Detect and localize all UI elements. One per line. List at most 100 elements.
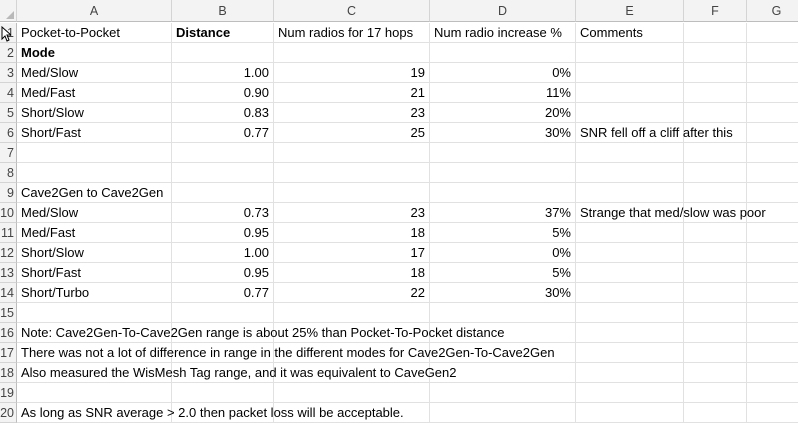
cell-f8[interactable] — [684, 163, 747, 183]
row-header-5[interactable]: 5 — [0, 103, 17, 123]
cell-a13[interactable]: Short/Fast — [17, 263, 172, 283]
cell-e19[interactable] — [576, 383, 684, 403]
cell-d10[interactable]: 37% — [430, 203, 576, 223]
cell-f9[interactable] — [684, 183, 747, 203]
cell-c8[interactable] — [274, 163, 430, 183]
cell-g12[interactable] — [747, 243, 798, 263]
cell-d18[interactable] — [430, 363, 576, 383]
cell-g15[interactable] — [747, 303, 798, 323]
cell-c15[interactable] — [274, 303, 430, 323]
cell-b12[interactable]: 1.00 — [172, 243, 274, 263]
cell-a10[interactable]: Med/Slow — [17, 203, 172, 223]
cell-e14[interactable] — [576, 283, 684, 303]
cell-g7[interactable] — [747, 143, 798, 163]
cell-e10[interactable]: Strange that med/slow was poor — [576, 203, 766, 223]
cell-f17[interactable] — [684, 343, 747, 363]
row-header-7[interactable]: 7 — [0, 143, 17, 163]
cell-f10[interactable] — [684, 203, 747, 223]
cell-e3[interactable] — [576, 63, 684, 83]
cell-g20[interactable] — [747, 403, 798, 423]
cell-c6[interactable]: 25 — [274, 123, 430, 143]
column-header-e[interactable]: E — [576, 0, 684, 22]
cell-a2[interactable]: Mode — [17, 43, 172, 63]
cell-a4[interactable]: Med/Fast — [17, 83, 172, 103]
row-header-18[interactable]: 18 — [0, 363, 17, 383]
cell-f16[interactable] — [684, 323, 747, 343]
cell-f14[interactable] — [684, 283, 747, 303]
cell-e15[interactable] — [576, 303, 684, 323]
column-header-b[interactable]: B — [172, 0, 274, 22]
cell-e18[interactable] — [576, 363, 684, 383]
cell-b1[interactable]: Distance — [172, 23, 274, 43]
cell-d15[interactable] — [430, 303, 576, 323]
cell-c12[interactable]: 17 — [274, 243, 430, 263]
cell-e12[interactable] — [576, 243, 684, 263]
cell-f5[interactable] — [684, 103, 747, 123]
row-header-6[interactable]: 6 — [0, 123, 17, 143]
cell-f12[interactable] — [684, 243, 747, 263]
row-header-11[interactable]: 11 — [0, 223, 17, 243]
cell-b15[interactable] — [172, 303, 274, 323]
cell-d1[interactable]: Num radio increase % — [430, 23, 576, 43]
row-header-16[interactable]: 16 — [0, 323, 17, 343]
cell-e6[interactable]: SNR fell off a cliff after this — [576, 123, 733, 143]
cell-b9[interactable] — [172, 183, 274, 203]
cell-g17[interactable] — [747, 343, 798, 363]
cell-c13[interactable]: 18 — [274, 263, 430, 283]
cell-d13[interactable]: 5% — [430, 263, 576, 283]
cell-b2[interactable] — [172, 43, 274, 63]
column-header-d[interactable]: D — [430, 0, 576, 22]
cell-e20[interactable] — [576, 403, 684, 423]
cell-b7[interactable] — [172, 143, 274, 163]
cell-c3[interactable]: 19 — [274, 63, 430, 83]
cell-a9[interactable]: Cave2Gen to Cave2Gen — [17, 183, 172, 203]
cell-c18[interactable] — [274, 363, 430, 383]
cell-c4[interactable]: 21 — [274, 83, 430, 103]
cell-g5[interactable] — [747, 103, 798, 123]
cell-c16[interactable] — [274, 323, 430, 343]
cell-f4[interactable] — [684, 83, 747, 103]
row-header-2[interactable]: 2 — [0, 43, 17, 63]
cell-c1[interactable]: Num radios for 17 hops — [274, 23, 430, 43]
row-header-17[interactable]: 17 — [0, 343, 17, 363]
cell-c17[interactable] — [274, 343, 430, 363]
cell-d16[interactable] — [430, 323, 576, 343]
cell-b17[interactable] — [172, 343, 274, 363]
cell-e5[interactable] — [576, 103, 684, 123]
cell-g9[interactable] — [747, 183, 798, 203]
cell-d2[interactable] — [430, 43, 576, 63]
cell-d14[interactable]: 30% — [430, 283, 576, 303]
row-header-20[interactable]: 20 — [0, 403, 17, 423]
cell-a19[interactable] — [17, 383, 172, 403]
cell-b3[interactable]: 1.00 — [172, 63, 274, 83]
cell-a14[interactable]: Short/Turbo — [17, 283, 172, 303]
cell-f1[interactable] — [684, 23, 747, 43]
cell-d4[interactable]: 11% — [430, 83, 576, 103]
cell-g6[interactable] — [747, 123, 798, 143]
cell-g1[interactable] — [747, 23, 798, 43]
select-all-corner[interactable] — [0, 0, 17, 22]
cell-c2[interactable] — [274, 43, 430, 63]
cell-b6[interactable]: 0.77 — [172, 123, 274, 143]
cell-e2[interactable] — [576, 43, 684, 63]
cell-d9[interactable] — [430, 183, 576, 203]
column-header-f[interactable]: F — [684, 0, 747, 22]
cell-d8[interactable] — [430, 163, 576, 183]
row-header-15[interactable]: 15 — [0, 303, 17, 323]
cell-g14[interactable] — [747, 283, 798, 303]
cell-b4[interactable]: 0.90 — [172, 83, 274, 103]
cell-b19[interactable] — [172, 383, 274, 403]
cell-f2[interactable] — [684, 43, 747, 63]
row-header-14[interactable]: 14 — [0, 283, 17, 303]
cell-a20[interactable]: As long as SNR average > 2.0 then packet… — [17, 403, 404, 423]
cell-e4[interactable] — [576, 83, 684, 103]
cell-a6[interactable]: Short/Fast — [17, 123, 172, 143]
cell-d12[interactable]: 0% — [430, 243, 576, 263]
cell-a3[interactable]: Med/Slow — [17, 63, 172, 83]
cell-f15[interactable] — [684, 303, 747, 323]
cell-g10[interactable] — [747, 203, 798, 223]
row-header-9[interactable]: 9 — [0, 183, 17, 203]
cell-c10[interactable]: 23 — [274, 203, 430, 223]
cell-f3[interactable] — [684, 63, 747, 83]
cell-g18[interactable] — [747, 363, 798, 383]
